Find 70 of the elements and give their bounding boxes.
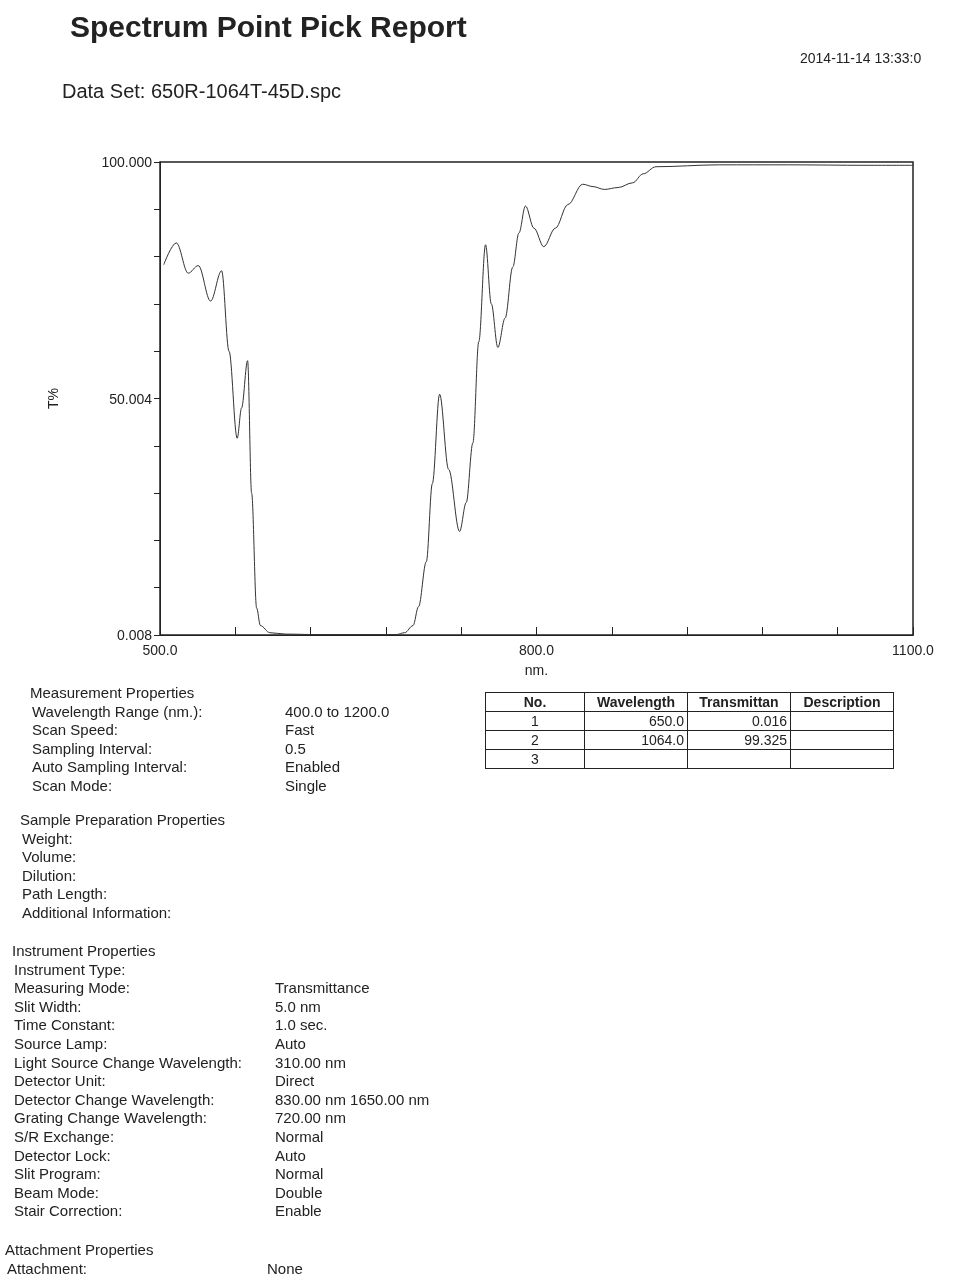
text: Transmittan [687, 692, 791, 712]
text: Weight: [22, 829, 73, 847]
text: Dilution: [22, 866, 77, 884]
text: Single [285, 777, 327, 794]
text: 310.00 nm [275, 1053, 346, 1071]
text: 720.00 nm [275, 1109, 346, 1127]
y-tick-label: 0.008 [116, 627, 153, 643]
source-note: Source Lamp: [14, 1035, 108, 1052]
text: 650.0 [584, 711, 688, 731]
text: None [267, 1259, 303, 1277]
text: Additional Information: [22, 904, 172, 921]
text: Transmittance [275, 979, 370, 997]
text: Enabled [285, 758, 341, 776]
text: Instrument Properties [12, 942, 156, 959]
text: Grating Change Wavelength: [14, 1109, 207, 1127]
text: S/R Exchange: [14, 1128, 115, 1145]
text: Attachment: [7, 1259, 88, 1277]
text: Auto [275, 1035, 306, 1052]
x-tick-label: 1100.0 [892, 642, 935, 658]
y-tick-label: 50.004 [109, 390, 153, 407]
text: Stair Correction: [14, 1202, 123, 1220]
text: Auto Sampling Interval: [32, 758, 188, 776]
x-axis-title: nm. [524, 662, 549, 678]
text: 5.0 nm [275, 997, 321, 1015]
text: Direct [275, 1072, 315, 1090]
text: 0.5 [285, 739, 306, 757]
x-tick-label: 500.0 [142, 642, 178, 658]
y-tick-label: 100.000 [101, 154, 153, 170]
text: Instrument Type: [14, 960, 126, 978]
text: 1.0 sec. [275, 1016, 328, 1034]
text: Double [275, 1183, 323, 1201]
text: Light Source Change Wavelength: [14, 1053, 242, 1071]
text: Description [790, 692, 894, 712]
text: Detector Unit: [14, 1072, 106, 1090]
text: 0.016 [687, 711, 791, 731]
text: Normal [275, 1165, 324, 1183]
text: Time Constant: [14, 1016, 116, 1034]
text: 2014-11-14 13:33:0 [800, 50, 922, 66]
text: Scan Speed: [32, 721, 118, 739]
x-tick-label: 800.0 [518, 642, 555, 658]
text: Measuring Mode: [14, 979, 130, 997]
text: Measurement Properties [30, 684, 195, 701]
text: Scan Mode: [32, 777, 113, 794]
chart-title: Spectrum Point Pick Report [70, 10, 467, 44]
text: 1064.0 [584, 730, 688, 750]
text: Enable [275, 1202, 322, 1220]
text: Auto [275, 1146, 306, 1164]
text: 3 [485, 749, 585, 769]
text: 830.00 nm 1650.00 nm [275, 1090, 430, 1108]
text: Detector Change Wavelength: [14, 1090, 215, 1108]
text: Slit Width: [14, 997, 82, 1015]
text: Beam Mode: [14, 1183, 100, 1201]
text: Sample Preparation Properties [20, 811, 226, 828]
text: Attachment Properties [5, 1241, 154, 1258]
text: Slit Program: [14, 1165, 101, 1183]
text: Sampling Interval: [32, 739, 153, 757]
y-axis-title: T% [45, 388, 61, 409]
text: 400.0 to 1200.0 [285, 702, 390, 720]
text: Volume: [22, 848, 77, 866]
text: Detector Lock: [14, 1146, 111, 1164]
text: 1 [485, 711, 585, 731]
text: No. [485, 692, 585, 712]
text: Path Length: [22, 885, 108, 903]
text: 99.325 [687, 730, 791, 750]
text: Normal [275, 1128, 324, 1145]
chart-subtitle: Data Set: 650R-1064T-45D.spc [62, 80, 342, 103]
text: Fast [285, 721, 315, 739]
text: Wavelength Range (nm.): [32, 702, 203, 720]
text: 2 [485, 730, 585, 750]
text: Wavelength [584, 692, 688, 712]
